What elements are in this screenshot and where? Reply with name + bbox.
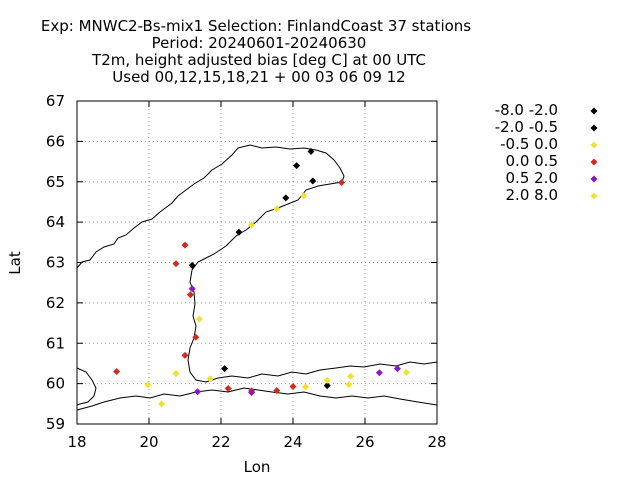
data-point-2 — [323, 376, 331, 384]
legend-marker-3 — [590, 158, 598, 166]
legend-label-2: -0.5 0.0 — [500, 135, 558, 153]
data-point-3 — [181, 351, 189, 359]
x-tick-label: 18 — [67, 433, 86, 451]
legend-label-0: -8.0 -2.0 — [495, 101, 558, 119]
legend-label-4: 0.5 2.0 — [506, 169, 558, 187]
data-point-2 — [302, 383, 310, 391]
chart-title: Exp: MNWC2-Bs-mix1 Selection: FinlandCoa… — [41, 17, 471, 86]
data-point-2 — [144, 381, 152, 389]
data-point-0 — [307, 147, 315, 155]
y-tick-label: 65 — [46, 173, 65, 191]
data-point-2 — [345, 380, 353, 388]
y-tick-label: 64 — [46, 213, 65, 231]
y-tick-label: 61 — [46, 334, 65, 352]
y-tick-label: 60 — [46, 375, 65, 393]
legend: -8.0 -2.0-2.0 -0.5-0.5 0.00.0 0.50.5 2.0… — [495, 101, 598, 204]
title-line-1: Exp: MNWC2-Bs-mix1 Selection: FinlandCoa… — [41, 17, 471, 35]
y-tick-label: 66 — [46, 132, 65, 150]
data-point-3 — [224, 384, 232, 392]
data-point-2 — [273, 205, 281, 213]
data-point-2 — [206, 375, 214, 383]
data-point-3 — [186, 291, 194, 299]
axis-ticks: 18 20 22 24 26 28 59 60 61 62 63 64 65 66 67 — [46, 92, 447, 451]
x-tick-label: 26 — [355, 433, 374, 451]
legend-label-5: 2.0 8.0 — [506, 186, 558, 204]
data-point-2 — [248, 221, 256, 229]
x-tick-label: 22 — [211, 433, 230, 451]
legend-marker-5 — [590, 192, 598, 200]
data-point-2 — [347, 372, 355, 380]
data-point-3 — [172, 260, 180, 268]
data-point-4 — [248, 389, 256, 397]
legend-label-3: 0.0 0.5 — [506, 152, 558, 170]
legend-marker-2 — [590, 141, 598, 149]
data-point-3 — [338, 179, 346, 187]
y-tick-label: 67 — [46, 92, 65, 110]
title-line-2: Period: 20240601-20240630 — [152, 34, 367, 52]
data-point-3 — [181, 241, 189, 249]
data-point-3 — [192, 333, 200, 341]
y-axis-label: Lat — [6, 251, 24, 275]
data-point-2 — [195, 315, 203, 323]
data-point-2 — [402, 368, 410, 376]
grid-lines — [77, 101, 437, 424]
data-point-2 — [300, 192, 308, 200]
data-point-1 — [221, 365, 229, 373]
x-tick-label: 24 — [283, 433, 302, 451]
data-point-4 — [393, 365, 401, 373]
y-tick-label: 59 — [46, 415, 65, 433]
data-point-1 — [188, 261, 196, 269]
data-point-1 — [235, 228, 243, 236]
data-point-1 — [282, 194, 290, 202]
x-tick-label: 20 — [139, 433, 158, 451]
legend-marker-0 — [590, 107, 598, 115]
y-tick-label: 63 — [46, 254, 65, 272]
data-point-2 — [172, 370, 180, 378]
data-point-1 — [323, 382, 331, 390]
legend-marker-1 — [590, 124, 598, 132]
title-line-3: T2m, height adjusted bias [deg C] at 00 … — [91, 51, 426, 69]
data-point-3 — [289, 382, 297, 390]
data-point-1 — [309, 177, 317, 185]
data-point-3 — [273, 386, 281, 394]
data-point-1 — [293, 162, 301, 170]
data-points — [113, 147, 410, 408]
x-axis-label: Lon — [244, 458, 271, 476]
x-tick-label: 28 — [427, 433, 446, 451]
data-point-4 — [188, 285, 196, 293]
legend-label-1: -2.0 -0.5 — [495, 118, 558, 136]
data-point-2 — [158, 400, 166, 408]
data-point-4 — [194, 388, 202, 396]
legend-marker-4 — [590, 175, 598, 183]
data-point-3 — [113, 368, 121, 376]
y-tick-label: 62 — [46, 294, 65, 312]
data-point-4 — [375, 369, 383, 377]
title-line-4: Used 00,12,15,18,21 + 00 03 06 09 12 — [112, 68, 405, 86]
coastline-map — [76, 144, 438, 411]
